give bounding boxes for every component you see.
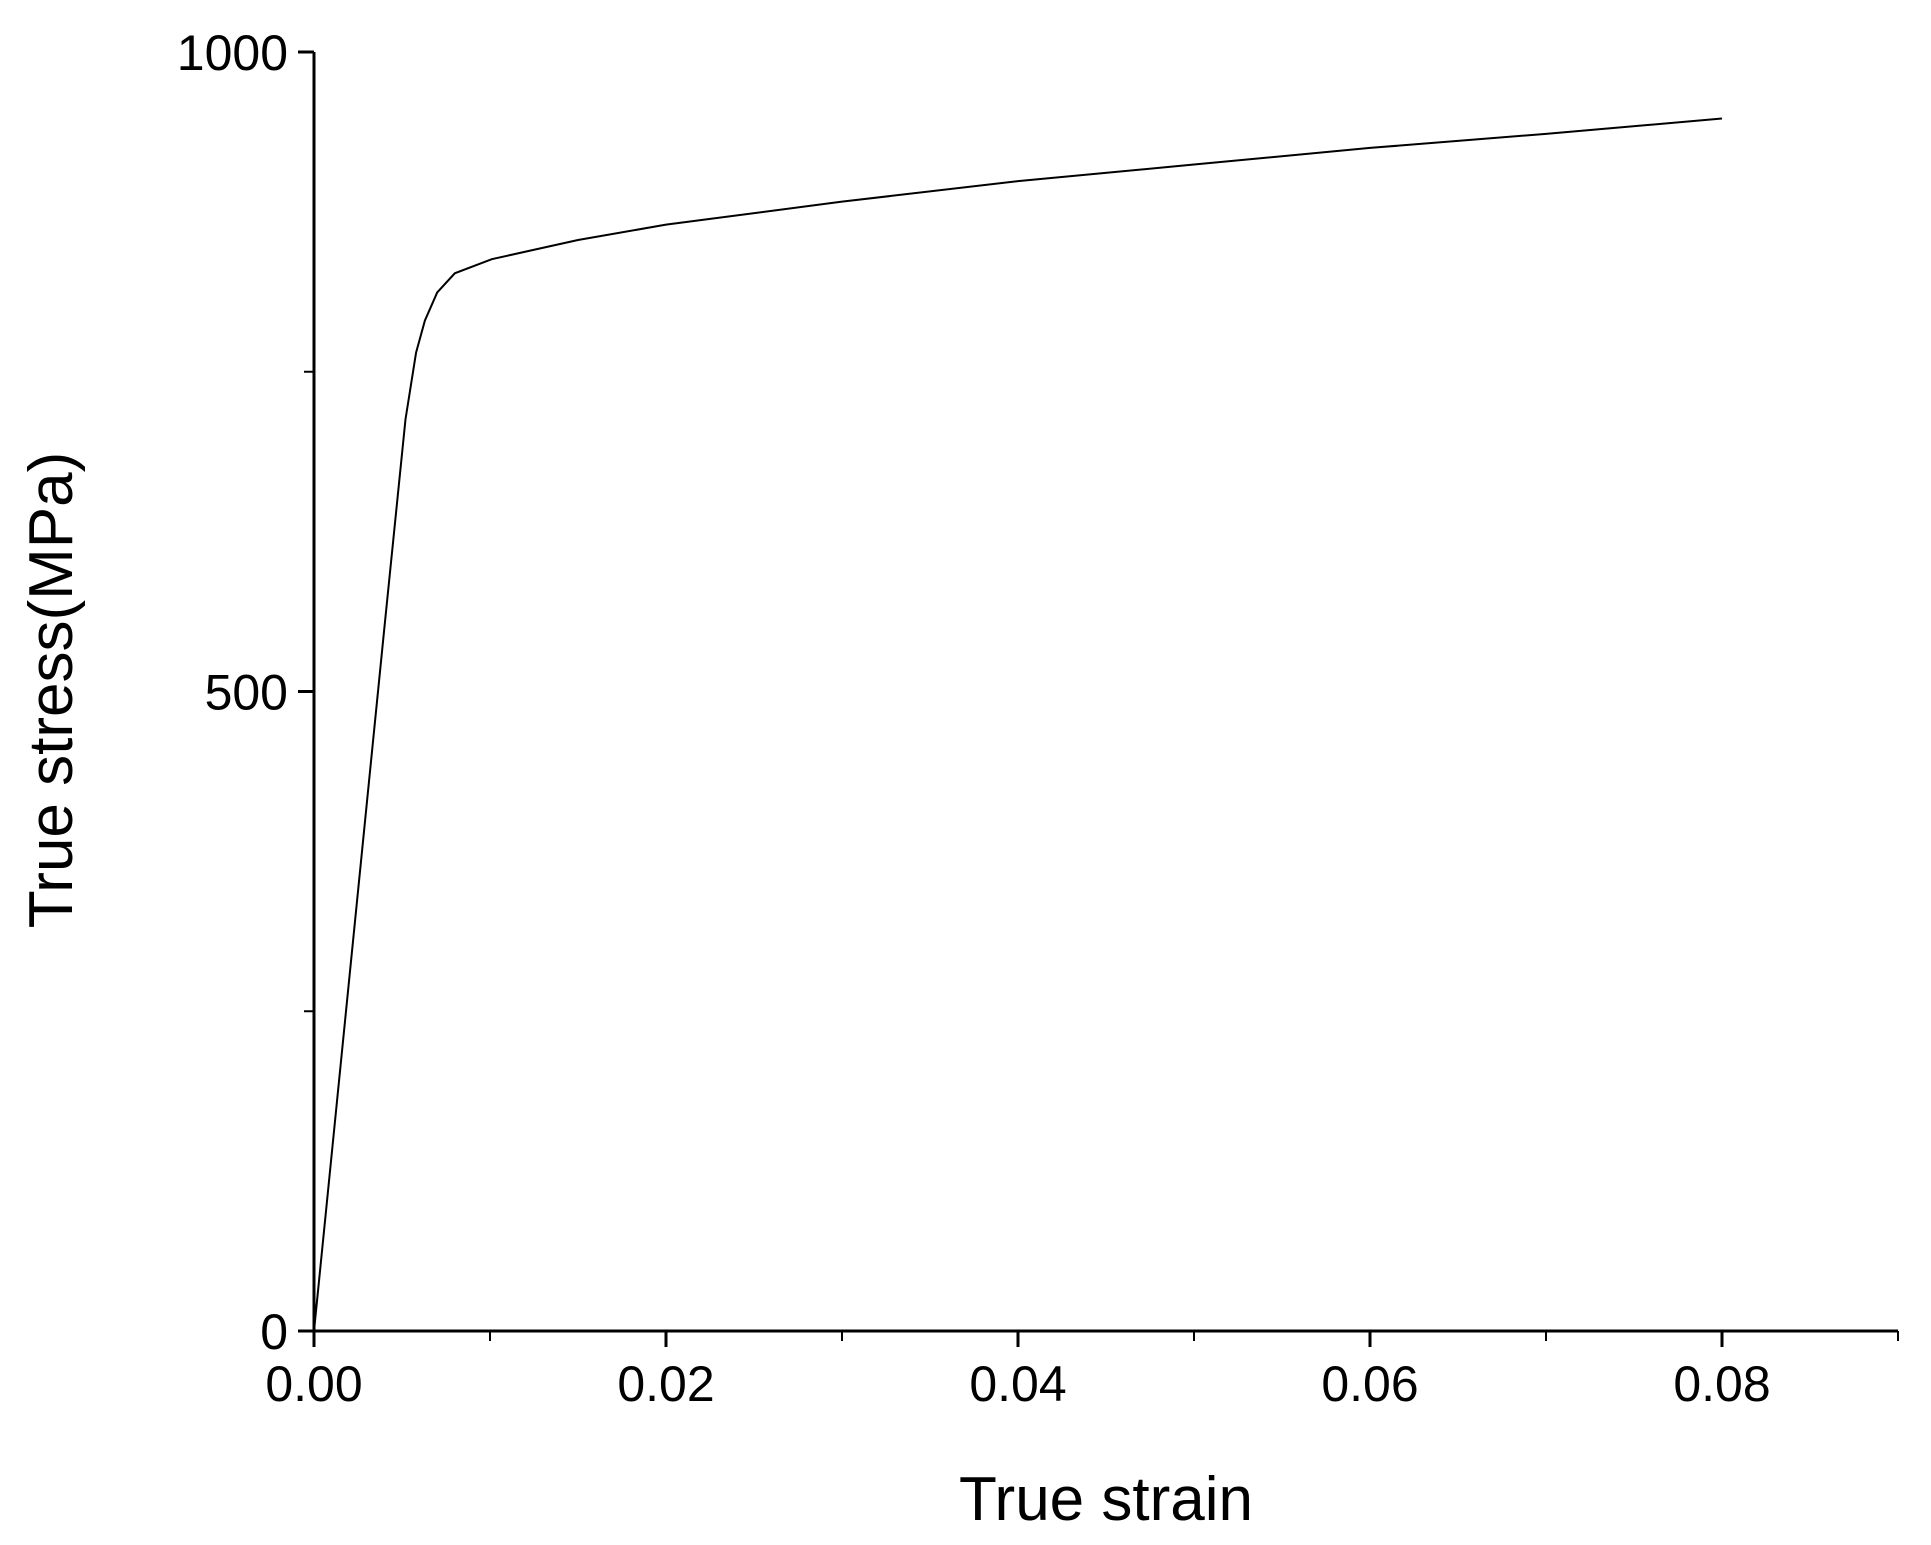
data-line xyxy=(313,117,1723,1332)
x-tick-label: 0.06 xyxy=(1321,1356,1418,1412)
y-tick-label: 500 xyxy=(205,665,288,721)
x-tick-label: 0.00 xyxy=(265,1356,362,1412)
y-tick-label: 1000 xyxy=(177,25,288,81)
x-tick-label: 0.08 xyxy=(1673,1356,1770,1412)
y-tick-label: 0 xyxy=(260,1304,288,1360)
x-tick-label: 0.04 xyxy=(969,1356,1066,1412)
x-tick-label: 0.02 xyxy=(617,1356,714,1412)
x-axis-title: True strain xyxy=(959,1465,1253,1534)
y-axis-title: True stress(MPa) xyxy=(17,452,86,929)
